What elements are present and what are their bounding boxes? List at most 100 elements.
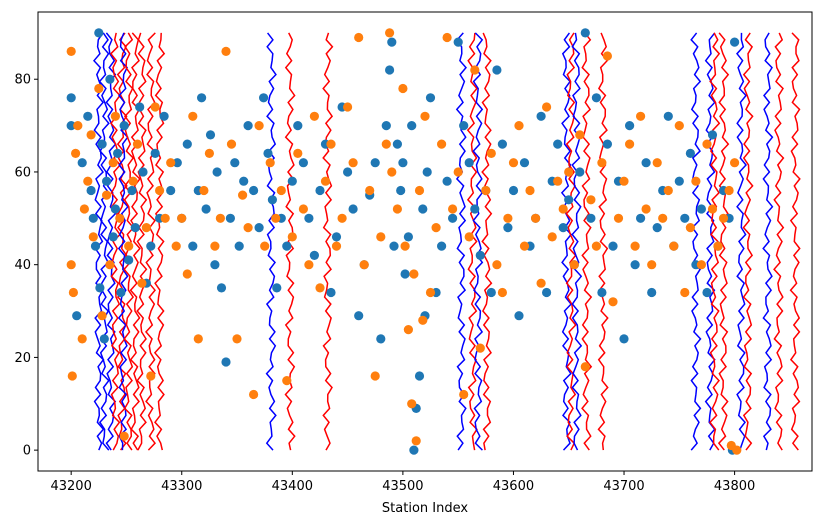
- blue-point: [88, 213, 98, 223]
- orange-point: [663, 185, 673, 196]
- red-wiggle-trace: [123, 32, 135, 451]
- orange-point: [79, 204, 89, 214]
- blue-point: [138, 167, 148, 177]
- red-wiggle-trace: [109, 32, 122, 451]
- blue-point: [293, 121, 303, 131]
- y-tick-label: 20: [14, 351, 31, 366]
- blue-point: [409, 445, 419, 455]
- blue-point: [113, 148, 123, 158]
- blue-point: [392, 139, 402, 149]
- orange-point: [602, 51, 613, 61]
- orange-point: [385, 28, 395, 38]
- blue-point: [110, 204, 120, 214]
- blue-point: [381, 121, 391, 131]
- blue-point: [331, 232, 342, 242]
- orange-point: [210, 241, 220, 251]
- orange-point: [475, 343, 485, 353]
- blue-point: [652, 223, 662, 233]
- orange-point: [707, 204, 718, 214]
- orange-point: [343, 102, 353, 112]
- orange-point: [124, 241, 134, 251]
- blue-point: [230, 158, 240, 168]
- blue-point: [86, 185, 96, 196]
- blue-point: [674, 176, 684, 186]
- orange-point: [630, 241, 640, 251]
- orange-point: [199, 185, 209, 196]
- orange-point: [685, 223, 696, 233]
- blue-point: [90, 241, 101, 251]
- orange-point: [564, 167, 574, 177]
- blue-point: [702, 287, 712, 298]
- orange-point: [674, 121, 684, 131]
- orange-point: [359, 260, 369, 270]
- orange-point: [348, 158, 358, 168]
- orange-point: [215, 213, 225, 223]
- orange-point: [569, 260, 579, 270]
- orange-point: [580, 362, 590, 372]
- blue-point: [398, 158, 408, 168]
- orange-point: [137, 278, 147, 288]
- blue-point: [448, 213, 458, 223]
- blue-point: [414, 371, 425, 381]
- blue-point: [636, 213, 646, 223]
- orange-point: [453, 167, 463, 177]
- blue-point: [239, 176, 249, 186]
- orange-point: [88, 232, 98, 242]
- orange-point: [260, 241, 270, 251]
- orange-point: [110, 111, 120, 121]
- blue-wiggle-trace: [455, 32, 467, 451]
- orange-point: [71, 148, 81, 158]
- x-axis-label: Station Index: [382, 501, 468, 516]
- blue-point: [619, 334, 629, 344]
- blue-point: [249, 185, 259, 196]
- orange-point: [442, 32, 452, 43]
- blue-point: [519, 158, 530, 168]
- blue-point: [188, 241, 198, 251]
- blue-wiggle-trace: [265, 32, 277, 451]
- blue-point: [127, 185, 137, 196]
- blue-point: [348, 204, 358, 214]
- blue-point: [267, 195, 277, 205]
- orange-point: [470, 65, 480, 75]
- orange-point: [102, 190, 112, 200]
- blue-point: [95, 283, 105, 293]
- orange-point: [652, 158, 662, 168]
- orange-point: [514, 121, 524, 131]
- orange-point: [177, 213, 187, 223]
- orange-point: [636, 111, 646, 121]
- blue-point: [216, 283, 227, 293]
- x-tick-label: 43600: [493, 479, 534, 494]
- blue-point: [580, 28, 590, 38]
- orange-point: [525, 185, 535, 196]
- blue-wiggle-trace: [117, 32, 129, 451]
- orange-point: [381, 139, 391, 149]
- orange-point: [492, 260, 502, 270]
- blue-point: [464, 158, 474, 168]
- blue-point: [201, 204, 211, 214]
- orange-point: [486, 148, 496, 158]
- orange-point: [67, 371, 77, 381]
- orange-point: [411, 436, 421, 446]
- red-wiggle-trace: [597, 32, 609, 451]
- orange-point: [641, 204, 651, 214]
- orange-point: [354, 32, 364, 43]
- orange-point: [119, 431, 129, 441]
- red-wiggle-trace: [717, 32, 730, 451]
- orange-point: [115, 213, 125, 223]
- blue-point: [263, 148, 273, 158]
- blue-point: [102, 176, 112, 186]
- blue-point: [396, 185, 406, 196]
- blue-point: [135, 102, 145, 112]
- orange-point: [132, 139, 143, 149]
- orange-point: [365, 185, 375, 196]
- orange-point: [276, 185, 286, 196]
- orange-point: [226, 139, 237, 149]
- red-wiggle-trace: [709, 32, 721, 451]
- orange-point: [298, 204, 308, 214]
- orange-point: [221, 46, 231, 57]
- orange-point: [97, 311, 107, 321]
- orange-point: [437, 139, 447, 149]
- plot-background: [38, 12, 812, 471]
- blue-point: [630, 260, 640, 270]
